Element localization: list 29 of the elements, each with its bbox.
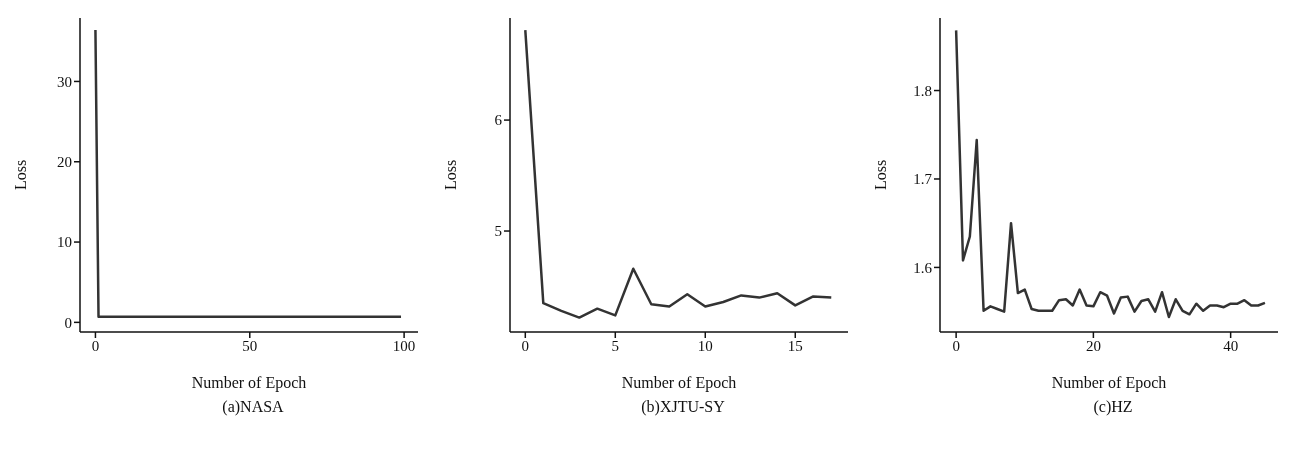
x-tick-label: 0	[952, 337, 960, 354]
x-tick-label: 10	[697, 337, 713, 354]
y-axis-title: Loss	[11, 159, 29, 191]
y-tick-label: 1.8	[913, 82, 932, 99]
x-tick-label: 40	[1223, 337, 1239, 354]
y-tick-label: 6	[494, 112, 503, 129]
x-tick-label: 15	[787, 337, 803, 354]
line-series	[524, 28, 833, 319]
x-tick-label: 5	[611, 337, 620, 354]
text: (c)HZ	[1092, 398, 1134, 416]
y-tick-label: 1.7	[913, 171, 933, 188]
text: (b)XJTU-SY	[640, 398, 726, 416]
y-tick-label: 20	[57, 154, 72, 171]
x-axis-title: Number of Epoch	[191, 374, 307, 392]
y-tick-label: 10	[57, 234, 72, 251]
x-axis-title: Number of Epoch	[621, 374, 737, 392]
y-axis-title: Loss	[871, 159, 889, 191]
x-tick-label: 0	[521, 337, 530, 354]
y-tick-label: 30	[57, 73, 72, 90]
y-tick-label: 1.6	[913, 259, 933, 276]
x-tick-label: 0	[91, 337, 100, 354]
y-tick-label: 0	[64, 314, 72, 331]
x-tick-label: 50	[242, 337, 258, 354]
line-series	[954, 29, 1267, 319]
text: (a)NASA	[221, 398, 285, 416]
x-axis-title: Number of Epoch	[1051, 374, 1167, 392]
y-axis-title: Loss	[441, 159, 459, 191]
x-tick-label: 100	[392, 337, 416, 354]
x-tick-label: 20	[1085, 337, 1101, 354]
